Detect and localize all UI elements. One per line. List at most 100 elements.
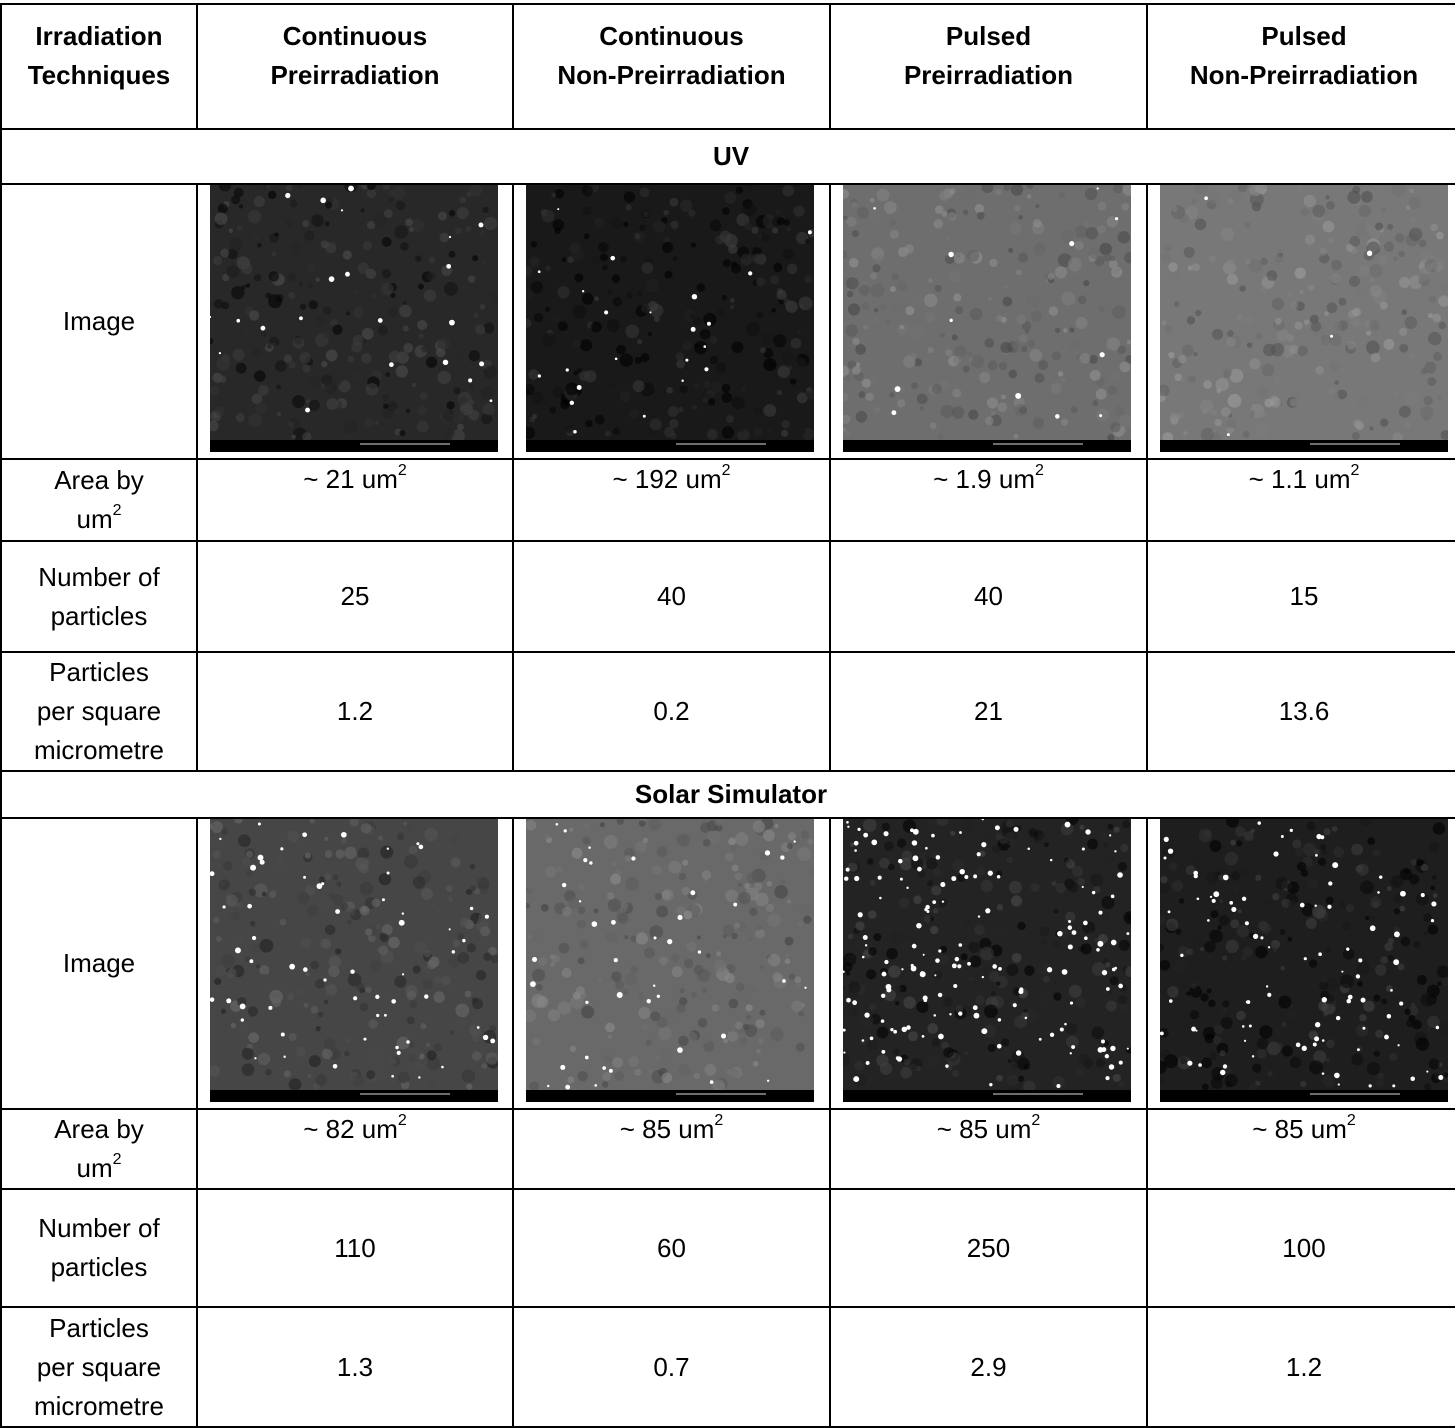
particle — [1069, 241, 1074, 246]
texture-grain — [676, 1003, 686, 1013]
texture-grain — [770, 275, 779, 284]
texture-grain — [789, 974, 795, 980]
texture-grain — [302, 364, 310, 372]
header-cell: IrradiationTechniques — [1, 4, 197, 129]
particle — [375, 995, 379, 999]
texture-grain — [1295, 268, 1306, 279]
texture-grain — [481, 1063, 487, 1069]
texture-grain — [844, 375, 850, 381]
texture-grain — [280, 919, 287, 926]
texture-grain — [332, 324, 342, 334]
texture-grain — [1290, 1057, 1302, 1069]
texture-grain — [551, 193, 556, 198]
particle — [479, 361, 484, 366]
texture-grain — [772, 237, 778, 243]
texture-grain — [261, 331, 267, 337]
texture-grain — [568, 898, 580, 910]
texture-grain — [284, 840, 293, 849]
texture-grain — [1351, 318, 1360, 327]
texture-grain — [1193, 352, 1197, 356]
texture-grain — [1290, 398, 1298, 406]
texture-grain — [777, 290, 787, 300]
texture-grain — [670, 198, 679, 207]
texture-grain — [869, 210, 883, 224]
texture-grain — [852, 230, 859, 237]
texture-grain — [1287, 937, 1292, 942]
texture-grain — [1019, 406, 1027, 414]
text-line: Image — [2, 944, 196, 983]
texture-grain — [1222, 1007, 1226, 1011]
particle — [691, 327, 696, 332]
texture-grain — [434, 1043, 442, 1051]
texture-grain — [927, 1023, 938, 1034]
texture-grain — [760, 1010, 766, 1016]
texture-grain — [630, 966, 638, 974]
texture-grain — [692, 405, 697, 410]
texture-grain — [603, 1055, 612, 1064]
texture-grain — [950, 831, 955, 836]
particle — [921, 971, 924, 974]
texture-grain — [1395, 233, 1404, 242]
texture-grain — [1121, 203, 1129, 211]
texture-grain — [1043, 976, 1050, 983]
texture-grain — [697, 935, 701, 939]
texture-grain — [605, 1023, 615, 1033]
texture-grain — [1432, 258, 1445, 271]
texture-grain — [481, 386, 495, 400]
texture-grain — [253, 348, 262, 357]
texture-grain — [913, 895, 922, 904]
texture-grain — [933, 908, 939, 914]
texture-grain — [954, 252, 965, 263]
texture-grain — [654, 316, 660, 322]
texture-grain — [1429, 842, 1440, 853]
texture-grain — [469, 399, 475, 405]
texture-grain — [848, 988, 859, 999]
texture-grain — [309, 1055, 321, 1067]
texture-grain — [1201, 1057, 1212, 1068]
texture-grain — [1033, 417, 1044, 428]
texture-grain — [1309, 959, 1317, 967]
text-line: ~ 21 um2 — [303, 464, 407, 494]
texture-grain — [1352, 308, 1361, 317]
texture-grain — [974, 924, 985, 935]
texture-grain — [1221, 407, 1231, 417]
texture-grain — [1351, 844, 1363, 856]
texture-grain — [1019, 335, 1027, 343]
texture-grain — [967, 351, 973, 357]
texture-grain — [1439, 283, 1447, 291]
particle — [247, 904, 252, 909]
texture-grain — [333, 875, 339, 881]
texture-grain — [731, 933, 737, 939]
texture-grain — [1217, 925, 1222, 930]
texture-grain — [420, 1023, 426, 1029]
text-line: Particles — [2, 653, 196, 692]
texture-grain — [285, 219, 293, 227]
texture-grain — [335, 948, 341, 954]
texture-grain — [616, 345, 626, 355]
particle — [1338, 1083, 1340, 1085]
particle — [767, 1080, 769, 1082]
image-cell — [1147, 818, 1455, 1109]
particle — [562, 883, 566, 887]
texture-grain — [1228, 259, 1234, 265]
particle — [974, 1013, 980, 1019]
particle — [681, 380, 683, 382]
texture-grain — [532, 414, 537, 419]
texture-grain — [408, 1054, 416, 1062]
text-line: 15 — [1290, 581, 1319, 611]
texture-grain — [1283, 832, 1290, 839]
texture-grain — [380, 846, 393, 859]
texture-grain — [937, 1006, 947, 1016]
value-cell: 40 — [830, 541, 1147, 652]
texture-grain — [323, 898, 335, 910]
texture-grain — [214, 978, 221, 985]
texture-grain — [799, 296, 813, 310]
texture-grain — [1171, 206, 1178, 213]
texture-grain — [668, 861, 681, 874]
section-title: UV — [1, 129, 1455, 184]
particle — [677, 1047, 683, 1053]
text: ~ 85 um — [620, 1114, 715, 1144]
value-cell: ~ 21 um2 — [197, 459, 513, 541]
particle — [468, 378, 472, 382]
texture-grain — [1119, 940, 1130, 951]
